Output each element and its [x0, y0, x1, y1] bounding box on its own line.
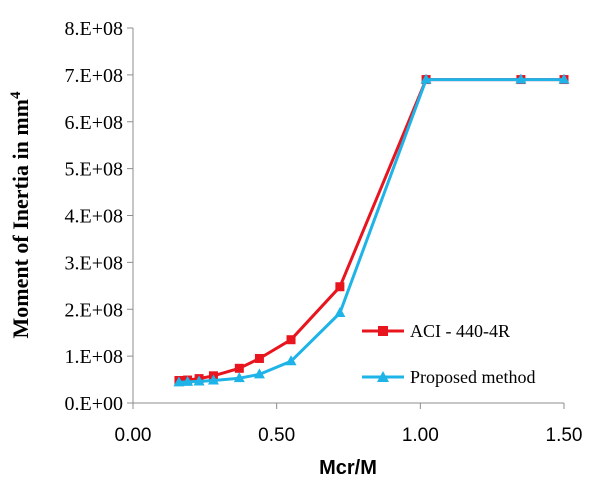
x-ticks: 0.00 0.50 1.00 1.50	[115, 403, 583, 446]
y-tick-label: 8.E+08	[65, 18, 124, 40]
data-point	[515, 73, 527, 84]
data-point	[173, 376, 185, 387]
data-point	[286, 335, 296, 345]
data-point	[558, 73, 570, 84]
x-tick-label: 0.00	[115, 425, 152, 446]
legend-label-proposed: Proposed method	[410, 367, 536, 387]
y-tick-label: 3.E+08	[65, 252, 124, 274]
x-axis-label: Mcr/M	[319, 457, 377, 479]
legend-label-aci: ACI - 440-4R	[410, 321, 510, 341]
x-tick-label: 0.50	[258, 425, 295, 446]
y-axis-label-superscript: 4	[8, 91, 24, 99]
legend: ACI - 440-4R Proposed method	[362, 321, 536, 387]
y-tick-label: 6.E+08	[65, 112, 124, 134]
y-ticks: 0.E+00 1.E+08 2.E+08 3.E+08 4.E+08 5.E+08 6.E+…	[65, 18, 133, 415]
legend-marker-proposed	[377, 371, 389, 382]
data-point	[335, 282, 345, 292]
legend-marker-aci	[378, 326, 388, 336]
series-1	[173, 73, 570, 387]
y-tick-label: 5.E+08	[65, 159, 124, 181]
x-tick-label: 1.00	[402, 425, 439, 446]
data-point	[234, 363, 244, 373]
data-point	[334, 307, 346, 317]
data-point	[253, 368, 265, 379]
data-point	[207, 374, 219, 385]
y-tick-label: 7.E+08	[65, 65, 124, 87]
plot-area: 0.E+00 1.E+08 2.E+08 3.E+08 4.E+08 5.E+08 6.E+…	[65, 18, 583, 446]
series-layer	[173, 73, 570, 387]
data-point	[182, 375, 194, 386]
data-point	[254, 353, 264, 363]
data-point	[420, 73, 432, 84]
y-tick-label: 2.E+08	[65, 299, 124, 321]
data-point	[233, 372, 245, 383]
legend-item-proposed: Proposed method	[362, 367, 536, 387]
legend-item-aci: ACI - 440-4R	[362, 321, 510, 341]
y-tick-label: 1.E+08	[65, 346, 124, 368]
x-tick-label: 1.50	[546, 425, 583, 446]
data-point	[285, 355, 297, 366]
y-tick-label: 4.E+08	[65, 206, 124, 228]
y-tick-label: 0.E+00	[65, 393, 124, 415]
y-axis-label-text: Moment of Inertia in mm	[8, 99, 33, 339]
data-point	[193, 375, 205, 386]
y-axis-label: Moment of Inertia in mm4	[8, 91, 33, 339]
